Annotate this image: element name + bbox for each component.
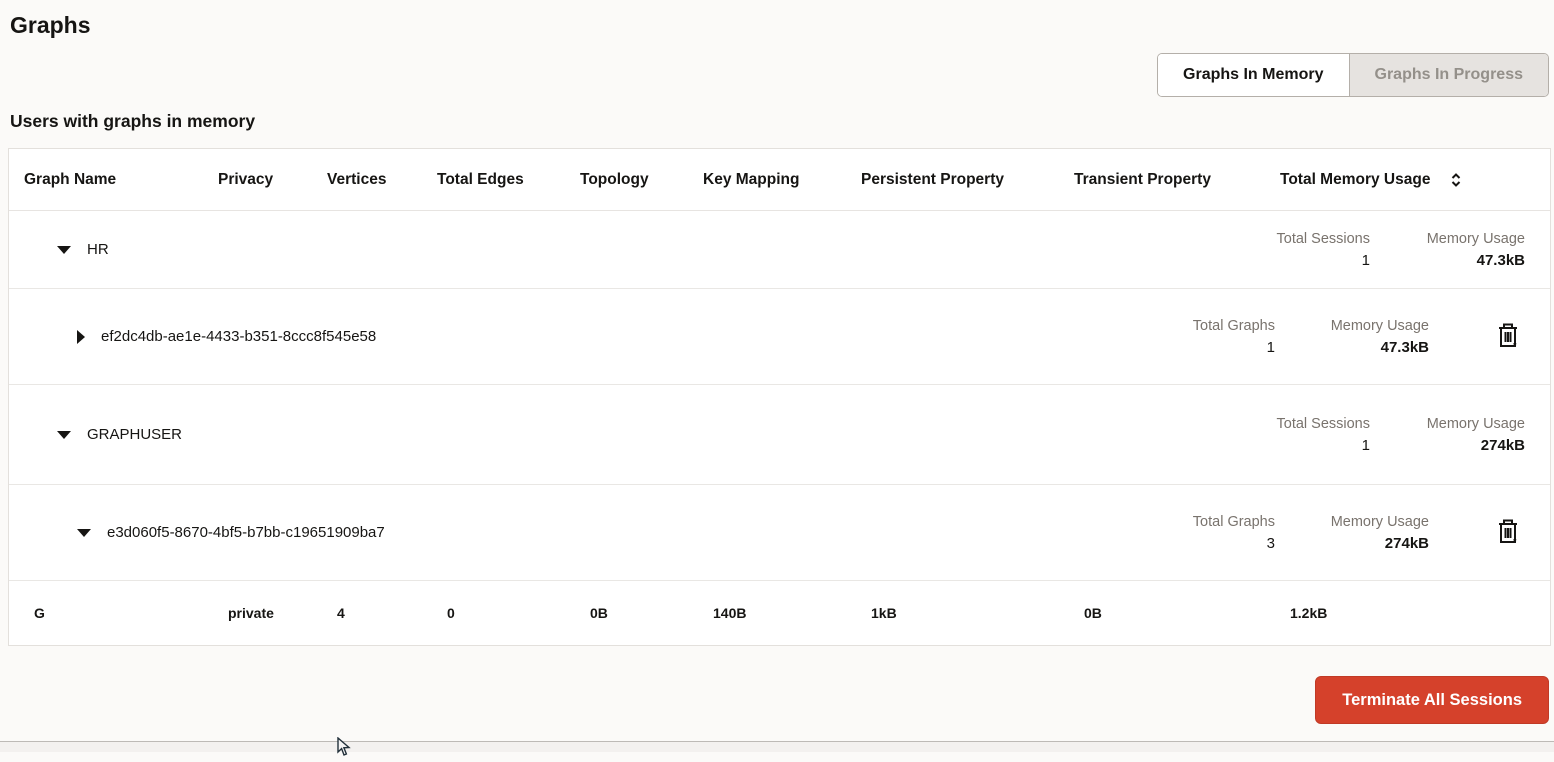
memory-usage-stat: Memory Usage 274kB — [1426, 415, 1525, 454]
col-total-memory-usage: Total Memory Usage — [1280, 171, 1550, 189]
total-graphs-stat: Total Graphs 3 — [1192, 513, 1275, 552]
cell-vertices: 4 — [337, 605, 345, 621]
cell-key-mapping: 140B — [713, 605, 747, 621]
terminate-session-button[interactable]: * — [1494, 518, 1522, 548]
user-name: GRAPHUSER — [87, 426, 183, 443]
table-row-user-graphuser: GRAPHUSER Total Sessions 1 Memory Usage … — [9, 385, 1550, 485]
total-sessions-stat: Total Sessions 1 — [1276, 415, 1371, 454]
cell-transient-property: 0B — [1084, 605, 1102, 621]
session-id: e3d060f5-8670-4bf5-b7bb-c19651909ba7 — [107, 524, 385, 541]
col-topology: Topology — [580, 170, 649, 188]
col-total-edges: Total Edges — [437, 170, 524, 188]
collapse-caret-icon[interactable] — [57, 430, 71, 439]
total-graphs-stat: Total Graphs 1 — [1192, 317, 1275, 356]
table-row-session: e3d060f5-8670-4bf5-b7bb-c19651909ba7 Tot… — [9, 485, 1550, 581]
cell-topology: 0B — [590, 605, 608, 621]
cell-privacy: private — [228, 605, 274, 621]
section-heading: Users with graphs in memory — [10, 111, 256, 131]
expand-caret-icon[interactable] — [77, 329, 85, 344]
user-name: HR — [87, 241, 109, 258]
sort-icon[interactable] — [1450, 171, 1462, 189]
col-transient-property: Transient Property — [1074, 170, 1211, 188]
svg-text:*: * — [1513, 341, 1517, 349]
terminate-all-sessions-button[interactable]: Terminate All Sessions — [1315, 676, 1549, 724]
session-id: ef2dc4db-ae1e-4433-b351-8ccc8f545e58 — [101, 328, 377, 345]
graphs-view-toggle: Graphs In Memory Graphs In Progress — [1157, 53, 1549, 97]
cell-total-memory-usage: 1.2kB — [1290, 605, 1328, 621]
table-row-graph: G private 4 0 0B 140B 1kB 0B 1.2kB — [9, 581, 1550, 645]
graphs-table: Graph Name Privacy Vertices Total Edges … — [8, 148, 1551, 646]
cell-graph-name: G — [34, 605, 45, 621]
col-key-mapping: Key Mapping — [703, 170, 800, 188]
memory-usage-stat: Memory Usage 274kB — [1330, 513, 1429, 552]
mouse-cursor-icon — [337, 736, 351, 762]
trash-icon: * — [1496, 518, 1520, 548]
col-privacy: Privacy — [218, 170, 274, 188]
table-row-user-hr: HR Total Sessions 1 Memory Usage 47.3kB — [9, 211, 1550, 289]
collapse-caret-icon[interactable] — [77, 528, 91, 537]
col-vertices: Vertices — [327, 170, 387, 188]
page-bottom-edge — [0, 741, 1554, 752]
col-total-memory-usage-label: Total Memory Usage — [1280, 170, 1431, 188]
collapse-caret-icon[interactable] — [57, 245, 71, 254]
tab-graphs-in-progress[interactable]: Graphs In Progress — [1348, 54, 1548, 96]
table-row-session: ef2dc4db-ae1e-4433-b351-8ccc8f545e58 Tot… — [9, 289, 1550, 385]
total-sessions-stat: Total Sessions 1 — [1276, 230, 1371, 269]
memory-usage-stat: Memory Usage 47.3kB — [1330, 317, 1429, 356]
col-graph-name: Graph Name — [24, 170, 117, 188]
cell-total-edges: 0 — [447, 605, 455, 621]
memory-usage-stat: Memory Usage 47.3kB — [1426, 230, 1525, 269]
cell-persistent-property: 1kB — [871, 605, 897, 621]
page-title: Graphs — [10, 12, 91, 38]
terminate-session-button[interactable]: * — [1494, 322, 1522, 352]
svg-text:*: * — [1513, 537, 1517, 545]
trash-icon: * — [1496, 322, 1520, 352]
tab-graphs-in-memory[interactable]: Graphs In Memory — [1158, 54, 1349, 96]
col-persistent-property: Persistent Property — [861, 170, 1004, 188]
table-header-row: Graph Name Privacy Vertices Total Edges … — [9, 149, 1550, 211]
